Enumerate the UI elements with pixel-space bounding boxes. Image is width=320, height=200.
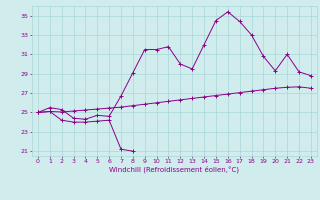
X-axis label: Windchill (Refroidissement éolien,°C): Windchill (Refroidissement éolien,°C) [109,166,239,173]
